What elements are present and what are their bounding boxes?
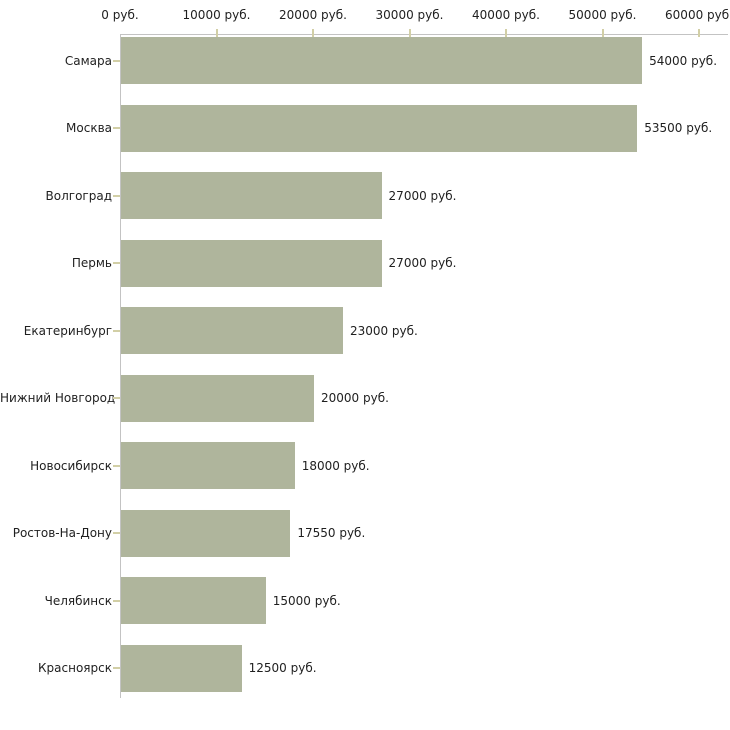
value-label: 53500 руб. (644, 121, 713, 135)
x-axis-tick-mark (601, 29, 604, 37)
y-axis-tick-mark (113, 127, 120, 129)
category-label: Нижний Новгород (0, 391, 116, 405)
x-axis-tick-label: 40000 руб. (472, 8, 540, 22)
bar (121, 172, 382, 219)
bar (121, 442, 295, 489)
x-axis-tick-mark (312, 29, 314, 37)
category-label: Екатеринбург (23, 323, 112, 338)
bar (121, 509, 291, 557)
bar (121, 644, 242, 692)
value-label: 17550 руб. (297, 526, 366, 540)
y-axis-tick-mark (113, 329, 120, 332)
x-axis-tick-mark (215, 29, 218, 37)
bar (121, 104, 638, 152)
x-axis-tick-label: 10000 руб. (182, 8, 251, 22)
category-label: Пермь (71, 256, 112, 270)
value-label: 18000 руб. (301, 458, 370, 473)
bar (121, 37, 643, 84)
y-axis-tick-mark (113, 599, 120, 602)
category-label: Красноярск (38, 661, 112, 675)
x-axis-tick-label: 60000 руб. (665, 8, 730, 22)
x-axis-line (120, 34, 728, 35)
category-label: Челябинск (44, 593, 112, 608)
category-label: Ростов-На-Дону (12, 526, 112, 540)
y-axis-tick-mark (113, 59, 120, 62)
x-axis-tick-label: 0 руб. (101, 8, 139, 22)
bar (121, 374, 314, 422)
y-axis-tick-mark (113, 464, 120, 467)
value-label: 23000 руб. (349, 323, 418, 338)
y-axis-tick-mark (113, 194, 120, 197)
value-label: 27000 руб. (388, 256, 457, 270)
category-label: Волгоград (45, 188, 112, 203)
category-label: Новосибирск (30, 458, 112, 473)
category-label: Москва (66, 121, 112, 135)
x-axis-tick-mark (505, 29, 507, 37)
bar (121, 577, 266, 624)
x-axis-tick-label: 30000 руб. (375, 8, 444, 22)
value-label: 12500 руб. (248, 661, 317, 675)
x-axis-tick-mark (698, 29, 700, 37)
category-label: Самара (64, 53, 112, 68)
x-axis-tick-label: 50000 руб. (568, 8, 637, 22)
value-label: 20000 руб. (321, 391, 389, 405)
value-label: 27000 руб. (388, 188, 457, 203)
y-axis-tick-mark (113, 262, 120, 264)
bar (121, 239, 382, 287)
y-axis-tick-mark (113, 667, 120, 669)
value-label: 54000 руб. (649, 53, 718, 68)
bar (121, 307, 343, 354)
y-axis-line (120, 34, 121, 698)
x-axis-tick-label: 20000 руб. (279, 8, 347, 22)
y-axis-tick-mark (113, 397, 120, 399)
value-label: 15000 руб. (272, 593, 341, 608)
x-axis-tick-mark (408, 29, 411, 37)
y-axis-tick-mark (113, 532, 120, 534)
